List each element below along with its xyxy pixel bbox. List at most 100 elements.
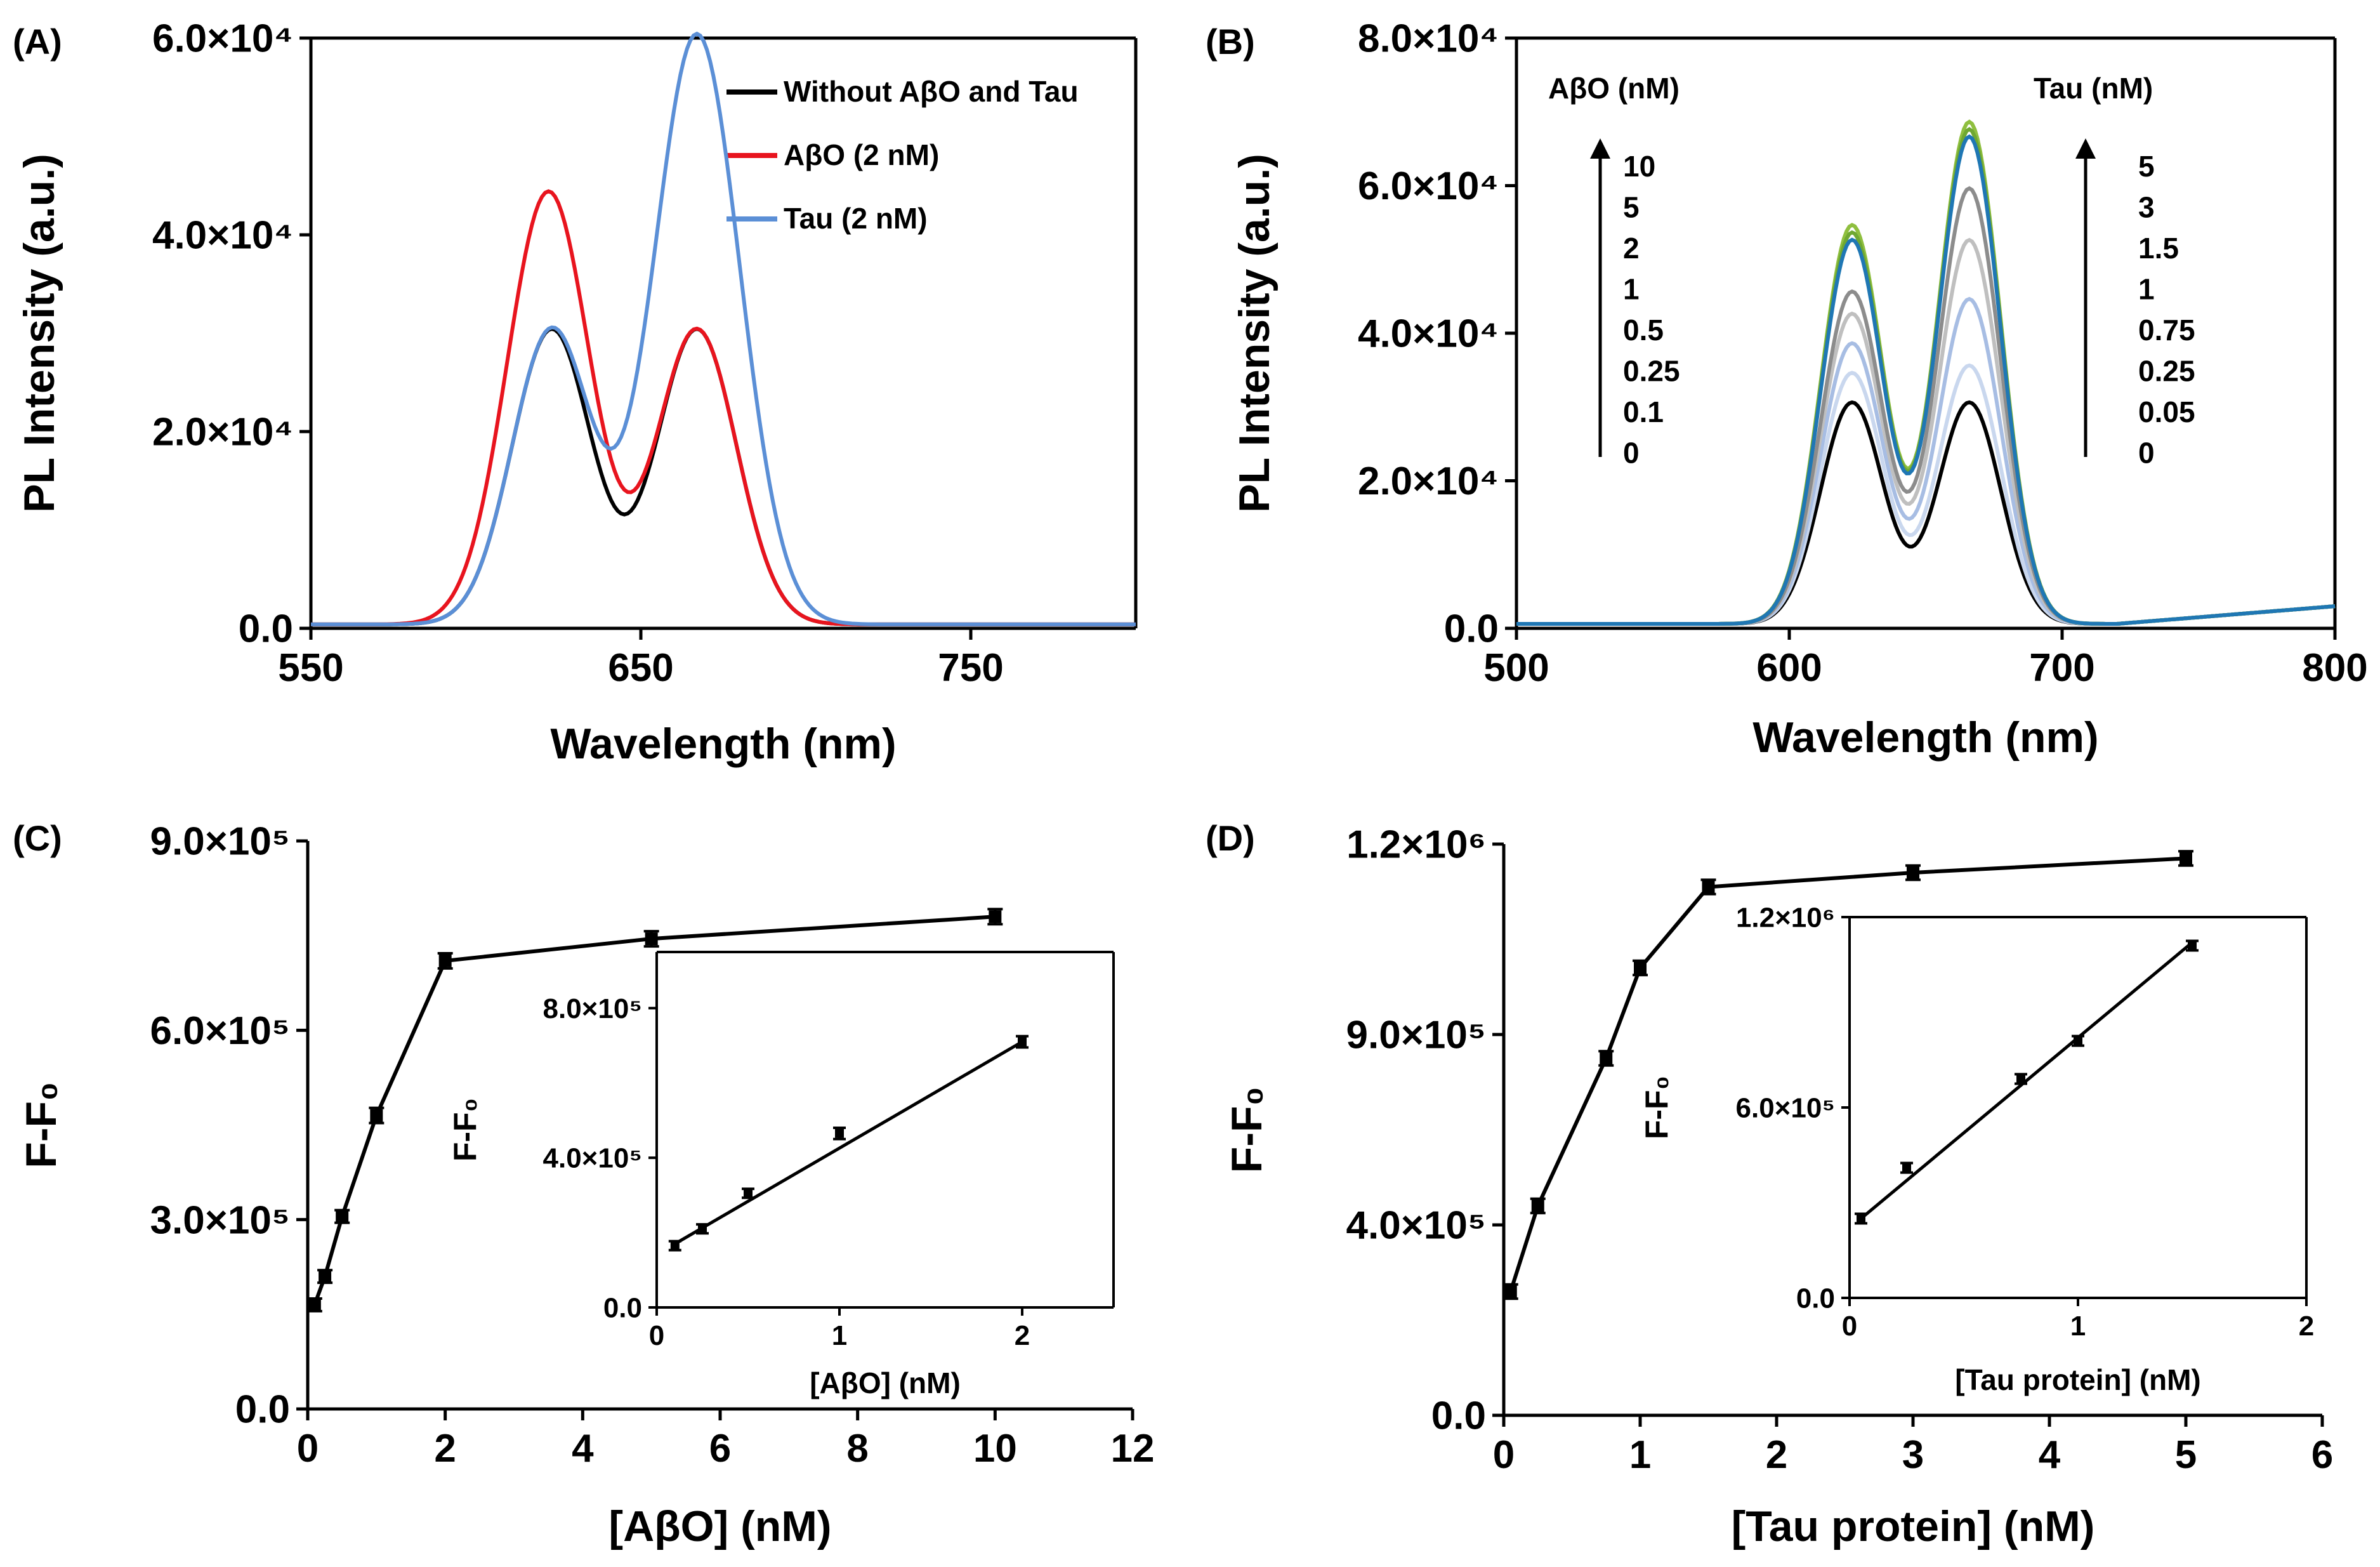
x-tick-label: 800 — [2302, 646, 2367, 690]
x-tick-label: 0 — [649, 1320, 664, 1351]
y-tick-label: 4.0×10⁵ — [543, 1143, 642, 1174]
series-line — [311, 31, 1136, 626]
x-tick-label: 1 — [2070, 1311, 2086, 1342]
y-tick-label: 0.0 — [1431, 1394, 1486, 1438]
x-tick-label: 0 — [1842, 1311, 1857, 1342]
annotation-title: Tau (nM) — [2034, 72, 2153, 105]
annotation-level: 0.25 — [2138, 355, 2195, 388]
x-axis-label: Wavelength (nm) — [550, 720, 896, 768]
y-axis-label: F-F₀ — [447, 1098, 483, 1161]
annotation-level: 1.5 — [2138, 232, 2179, 265]
annotation-level: 0 — [2138, 437, 2155, 470]
data-point — [1902, 1163, 1911, 1172]
legend-label: Without AβO and Tau — [784, 75, 1079, 108]
legend-label: AβO (2 nM) — [784, 138, 939, 171]
annotation-level: 0.1 — [1623, 395, 1664, 428]
data-point — [835, 1128, 844, 1138]
data-point — [370, 1109, 383, 1122]
y-tick-label: 6.0×10⁴ — [1358, 164, 1499, 208]
annotation-title: AβO (nM) — [1548, 72, 1680, 105]
panel-label: (B) — [1206, 22, 1255, 62]
y-tick-label: 0.0 — [1444, 607, 1499, 651]
panel-a: 550 650 750 0.0 2.0×10⁴ 4.0×10⁴ 6.0×10⁴ (A) Wave… — [13, 17, 1138, 768]
x-tick-label: 8 — [846, 1427, 868, 1471]
x-tick-label: 2 — [1015, 1320, 1030, 1351]
y-tick-label: 8.0×10⁴ — [1358, 17, 1499, 61]
annotation-level: 0.5 — [1623, 314, 1664, 347]
y-tick-label: 1.2×10⁶ — [1346, 823, 1486, 867]
data-point — [336, 1210, 349, 1223]
data-point — [1907, 866, 1919, 879]
fit-line — [1860, 941, 2193, 1220]
series-line — [312, 915, 996, 1306]
x-axis-label: [AβO] (nM) — [608, 1502, 831, 1550]
arrow-head — [1590, 138, 1610, 159]
fit-line — [674, 1040, 1023, 1245]
y-tick-label: 1.2×10⁶ — [1736, 902, 1835, 933]
panel-label: (D) — [1206, 818, 1255, 858]
data-point — [2016, 1074, 2025, 1083]
annotation-level: 3 — [2138, 191, 2155, 224]
panel-label: (C) — [13, 818, 62, 858]
annotation-level: 1 — [1623, 273, 1640, 306]
x-tick-label: 2 — [2299, 1311, 2314, 1342]
annotation-level: 5 — [2138, 150, 2155, 183]
x-tick-label: 700 — [2029, 646, 2094, 690]
y-axis-label: F-F₀ — [17, 1081, 65, 1168]
x-axis-label: [AβO] (nM) — [810, 1366, 961, 1399]
x-tick-label: 3 — [1902, 1433, 1924, 1477]
x-tick-label: 6 — [2311, 1433, 2333, 1477]
annotation-level: 2 — [1623, 232, 1640, 265]
annotation-level: 0.25 — [1623, 355, 1680, 388]
data-point — [1702, 880, 1715, 894]
data-point — [744, 1189, 753, 1198]
y-tick-label: 4.0×10⁴ — [152, 214, 293, 258]
annotation-level: 5 — [1623, 191, 1640, 224]
panel-b: 500 600 700 8000.02.0×10⁴4.0×10⁴6.0×10⁴8.0×… — [1206, 17, 2368, 762]
annotation-level: 0.75 — [2138, 314, 2195, 347]
x-tick-label: 1 — [832, 1320, 847, 1351]
panel-d-inset: 0 1 2 0.0 6.0×10⁵ 1.2×10⁶ [Tau protein] (nM) F-… — [1639, 902, 2314, 1396]
x-axis-label: Wavelength (nm) — [1752, 713, 2098, 762]
series-line — [1508, 856, 2186, 1292]
y-tick-label: 2.0×10⁴ — [1358, 460, 1499, 503]
data-point — [2179, 852, 2192, 865]
x-tick-label: 12 — [1111, 1427, 1155, 1471]
panel-c-inset: 0 1 2 0.0 4.0×10⁵ 8.0×10⁵ [AβO] (nM) F-F₀ — [447, 951, 1115, 1399]
x-axis-label: [Tau protein] (nM) — [1732, 1502, 2095, 1550]
arrow-head — [2075, 138, 2096, 159]
y-axis-label: PL Intensity (a.u.) — [15, 154, 63, 512]
data-point — [989, 910, 1002, 923]
series-line — [311, 189, 1136, 626]
data-point — [1504, 1285, 1517, 1298]
y-tick-label: 2.0×10⁴ — [152, 411, 293, 454]
annotation-level: 1 — [2138, 273, 2155, 306]
x-tick-label: 4 — [2039, 1433, 2061, 1477]
x-tick-label: 2 — [434, 1427, 456, 1471]
annotation-level: 0 — [1623, 437, 1640, 470]
x-tick-label: 4 — [572, 1427, 594, 1471]
y-tick-label: 9.0×10⁵ — [150, 820, 290, 864]
data-point — [1531, 1200, 1544, 1212]
x-tick-label: 1 — [1629, 1433, 1651, 1477]
series-line — [1516, 134, 2336, 626]
x-axis-label: [Tau protein] (nM) — [1955, 1363, 2201, 1396]
y-tick-label: 8.0×10⁵ — [543, 993, 642, 1024]
y-axis-label: F-F₀ — [1223, 1087, 1271, 1173]
y-axis-label: PL Intensity (a.u.) — [1230, 154, 1279, 512]
y-tick-label: 0.0 — [603, 1292, 642, 1323]
data-point — [1634, 962, 1647, 974]
y-tick-label: 9.0×10⁵ — [1346, 1014, 1486, 1057]
x-tick-label: 550 — [278, 646, 343, 690]
panel-d: 0 1 2 3 4 5 6 0.0 4.0×10⁵ 9.0×10⁵ 1.2×10⁶ (D) [Tau p… — [1206, 818, 2333, 1550]
legend-label: Tau (2 nM) — [784, 202, 928, 235]
y-tick-label: 0.0 — [239, 607, 293, 651]
y-axis-label: F-F₀ — [1639, 1076, 1674, 1139]
y-tick-label: 6.0×10⁴ — [152, 17, 293, 61]
x-tick-label: 0 — [297, 1427, 319, 1471]
x-tick-label: 5 — [2175, 1433, 2197, 1477]
y-tick-label: 4.0×10⁵ — [1346, 1204, 1486, 1248]
data-point — [1600, 1052, 1613, 1065]
y-tick-label: 0.0 — [235, 1388, 290, 1432]
